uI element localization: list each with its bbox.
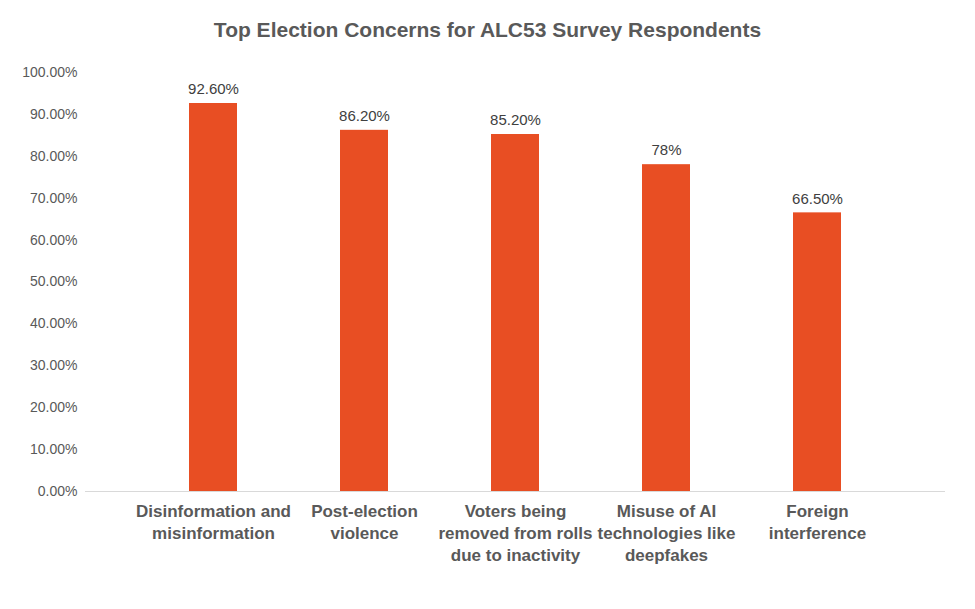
svg-text:80.00%: 80.00% xyxy=(30,148,77,164)
svg-text:85.20%: 85.20% xyxy=(490,111,541,128)
svg-text:30.00%: 30.00% xyxy=(30,357,77,373)
svg-text:78%: 78% xyxy=(651,141,681,158)
svg-text:Disinformation andmisinformati: Disinformation andmisinformation xyxy=(136,502,291,543)
svg-text:Foreigninterference: Foreigninterference xyxy=(769,502,866,543)
svg-text:Post-electionviolence: Post-electionviolence xyxy=(311,502,418,543)
html-text:Top Election Concerns for ALC5: Top Election Concerns for ALC53 Survey R… xyxy=(213,18,762,41)
svg-text:Misuse of AItechnologies liked: Misuse of AItechnologies likedeepfakes xyxy=(598,502,736,565)
svg-text:40.00%: 40.00% xyxy=(30,315,77,331)
svg-text:100.00%: 100.00% xyxy=(22,64,77,80)
svg-text:Voters beingremoved from rolls: Voters beingremoved from rollsdue to ina… xyxy=(439,502,593,565)
svg-text:86.20%: 86.20% xyxy=(339,107,390,124)
svg-text:50.00%: 50.00% xyxy=(30,273,77,289)
svg-text:20.00%: 20.00% xyxy=(30,399,77,415)
svg-text:10.00%: 10.00% xyxy=(30,441,77,457)
svg-text:0.00%: 0.00% xyxy=(38,483,78,499)
svg-text:92.60%: 92.60% xyxy=(188,80,239,97)
svg-text:70.00%: 70.00% xyxy=(30,190,77,206)
svg-text:60.00%: 60.00% xyxy=(30,232,77,248)
svg-text:66.50%: 66.50% xyxy=(792,190,843,207)
svg-text:90.00%: 90.00% xyxy=(30,106,77,122)
